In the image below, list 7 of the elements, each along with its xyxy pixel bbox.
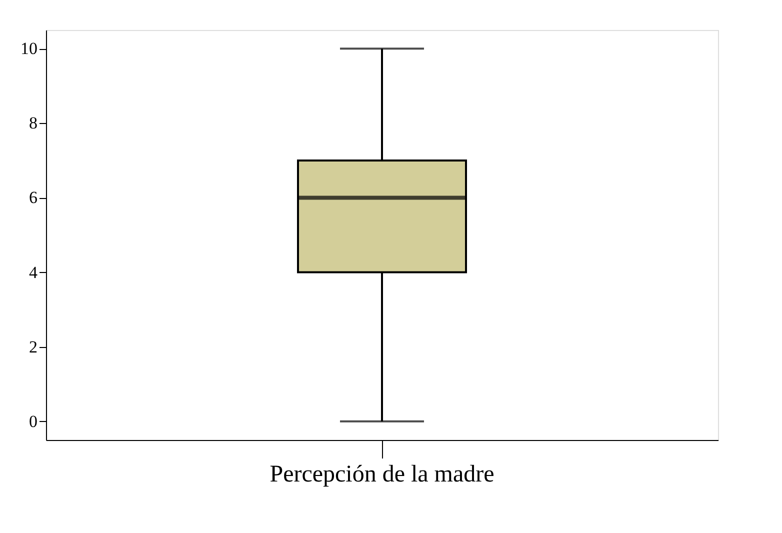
y-tick-label: 10 bbox=[20, 39, 38, 58]
y-tick-label: 6 bbox=[29, 188, 38, 208]
y-tick-label: 0 bbox=[29, 412, 38, 431]
x-tick-label: Percepción de la madre bbox=[270, 462, 494, 488]
y-tick-label: 2 bbox=[29, 337, 38, 356]
y-tick-label: 4 bbox=[29, 262, 38, 282]
y-tick-label: 8 bbox=[29, 114, 38, 133]
